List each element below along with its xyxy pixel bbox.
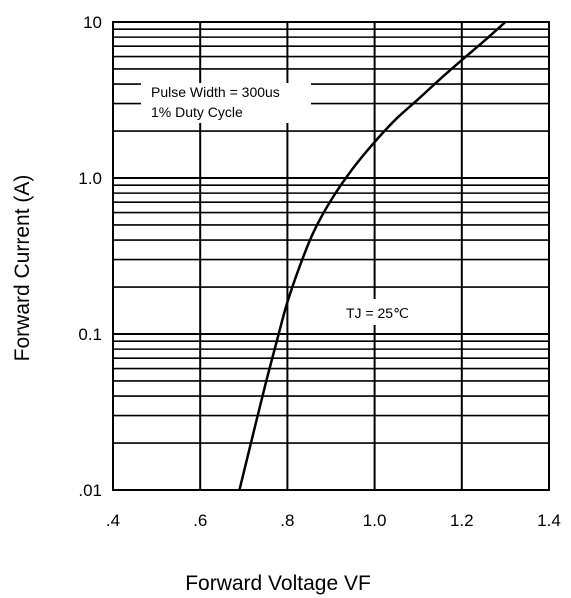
forward-current-curve xyxy=(238,21,507,491)
grid-lines xyxy=(113,22,549,490)
plot-frame xyxy=(112,21,550,491)
y-tick-label: 0.1 xyxy=(78,325,102,344)
y-tick-label: 1.0 xyxy=(78,169,102,188)
x-tick-label: .8 xyxy=(280,511,294,530)
pulse-annotation-background xyxy=(141,83,311,123)
annotation-backgrounds xyxy=(141,83,423,325)
y-tick-label: 10 xyxy=(83,13,102,32)
x-tick-labels: .4 .6 .8 1.0 1.2 1.4 xyxy=(106,511,561,530)
y-tick-label: .01 xyxy=(78,481,102,500)
y-axis-title: Forward Current (A) xyxy=(11,175,34,362)
x-tick-label: 1.2 xyxy=(450,511,474,530)
annotation-junction-temperature: TJ = 25℃ xyxy=(346,305,409,321)
annotation-pulse-width: Pulse Width = 300us xyxy=(151,84,280,100)
x-tick-label: .6 xyxy=(193,511,207,530)
annotation-duty-cycle: 1% Duty Cycle xyxy=(151,104,243,120)
x-tick-label: 1.4 xyxy=(537,511,561,530)
x-tick-label: .4 xyxy=(106,511,120,530)
x-tick-label: 1.0 xyxy=(363,511,387,530)
x-axis-title: Forward Voltage VF xyxy=(185,572,371,595)
tj-annotation-background xyxy=(341,299,423,325)
y-tick-labels: .01 0.1 1.0 10 xyxy=(78,13,102,500)
